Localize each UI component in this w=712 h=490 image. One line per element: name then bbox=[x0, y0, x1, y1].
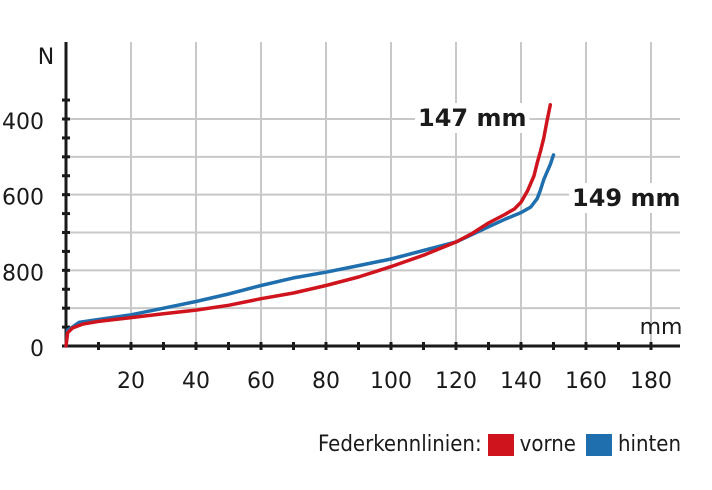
x-tick-label: 60 bbox=[247, 369, 275, 394]
y-unit-label: N bbox=[38, 45, 54, 70]
annotation-hinten-travel: 149 mm bbox=[572, 184, 680, 212]
y-tick-label: 800 bbox=[2, 261, 44, 286]
x-tick-label: 140 bbox=[500, 369, 542, 394]
x-tick-label: 120 bbox=[435, 369, 477, 394]
legend-swatch-hinten bbox=[585, 433, 612, 456]
legend: Federkennlinien: vorne hinten bbox=[318, 432, 681, 457]
x-tick-label: 100 bbox=[370, 369, 412, 394]
legend-label-vorne: vorne bbox=[519, 432, 576, 457]
series-line-vorne bbox=[64, 103, 553, 348]
x-tick-label: 40 bbox=[182, 369, 210, 394]
x-unit-label: mm bbox=[640, 315, 683, 340]
x-tick-label: 20 bbox=[117, 369, 145, 394]
annotation-vorne-travel: 147 mm bbox=[418, 104, 526, 132]
x-tick-label: 80 bbox=[312, 369, 340, 394]
y-tick-label: 1600 bbox=[0, 186, 44, 211]
y-tick-label: 2400 bbox=[0, 110, 44, 135]
series-line-hinten bbox=[64, 153, 556, 348]
x-tick-label: 160 bbox=[565, 369, 607, 394]
legend-swatch-vorne bbox=[487, 433, 514, 456]
legend-label-hinten: hinten bbox=[617, 432, 682, 457]
annotation-background bbox=[415, 103, 530, 133]
legend-title: Federkennlinien: bbox=[318, 432, 482, 457]
annotation-background bbox=[569, 183, 684, 213]
tick-labels: 20 40 60 80 100 120 140 160 180 0 800 1600 2400 bbox=[0, 110, 672, 394]
x-tick-label: 180 bbox=[630, 369, 672, 394]
series-lines bbox=[64, 103, 556, 348]
y-tick-label: 0 bbox=[30, 337, 44, 362]
